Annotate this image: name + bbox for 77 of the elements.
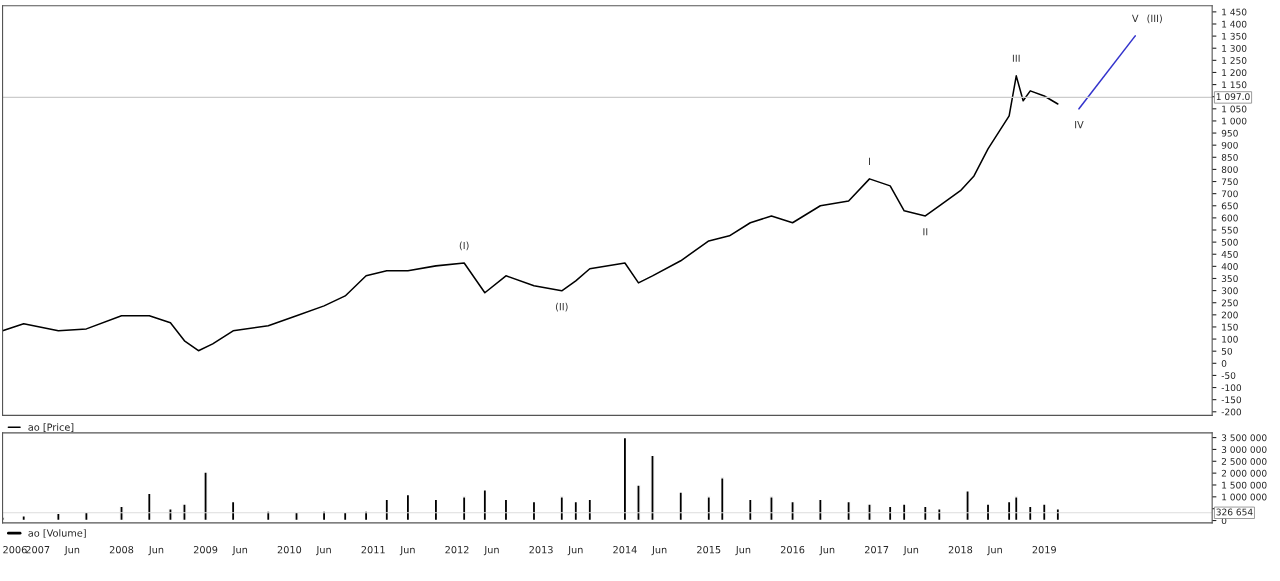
y-tick-label: 700 (1221, 190, 1238, 198)
y-tick-label: 450 (1221, 250, 1238, 258)
series-label: ао [Volume] (28, 529, 86, 538)
y-tick-label: 1 500 000 (1222, 481, 1267, 489)
y-tick-label: -100 (1221, 384, 1242, 392)
x-tick-label: Jun (567, 546, 583, 556)
x-tick-label: 2013 (529, 545, 553, 554)
x-tick-label: 2007 (26, 545, 50, 554)
x-tick-label: 2014 (613, 545, 637, 554)
y-tick-label: 0 (1221, 360, 1227, 367)
x-tick-label: 2019 (1032, 545, 1056, 554)
y-tick-label: 900 (1221, 141, 1238, 149)
legend-label: ао [Price] (28, 423, 74, 432)
y-tick-label: 50 (1221, 347, 1233, 355)
x-tick-label: 2015 (697, 545, 721, 554)
y-tick-label: 250 (1221, 299, 1238, 307)
x-tick-label: Jun (399, 546, 415, 556)
ref-line-label: 326 654 (1216, 508, 1253, 516)
y-tick-label: 600 (1221, 214, 1238, 222)
y-tick-label: 650 (1221, 202, 1238, 210)
annotation: III (1012, 54, 1020, 62)
x-tick-label: Jun (315, 546, 331, 556)
x-tick-label: 2016 (780, 545, 805, 554)
y-tick-label: 750 (1221, 178, 1238, 186)
y-tick-label: 350 (1221, 275, 1238, 283)
x-tick-label: 2012 (445, 545, 469, 554)
annotation: (III) (1147, 14, 1162, 24)
y-tick-label: 1 300 (1222, 44, 1247, 52)
x-tick-label: Jun (232, 546, 248, 556)
x-tick-label: Jun (735, 546, 751, 556)
y-tick-label: 1 200 (1222, 69, 1247, 77)
y-tick-label: 950 (1221, 129, 1238, 137)
annotation: (I) (459, 241, 469, 251)
x-tick-label: Jun (64, 546, 80, 556)
y-tick-label: 850 (1221, 154, 1238, 161)
x-tick-label: 2009 (193, 545, 218, 554)
y-tick-label: -150 (1221, 396, 1242, 404)
x-tick-label: 2008 (109, 545, 134, 554)
y-tick-label: -50 (1221, 372, 1236, 379)
y-tick-label: 1 150 (1222, 81, 1247, 89)
y-tick-label: 300 (1221, 287, 1238, 295)
annotation: (II) (555, 302, 568, 312)
y-tick-label: 1 350 (1222, 32, 1247, 40)
ref-line-label: 1 097.0 (1216, 93, 1250, 101)
y-tick-label: 1 450 (1222, 8, 1247, 16)
y-tick-label: 3 500 000 (1221, 434, 1267, 442)
y-tick-label: 500 (1221, 238, 1238, 246)
x-tick-label: Jun (819, 546, 835, 556)
x-tick-label: 2010 (277, 545, 302, 554)
annotation: II (923, 228, 928, 236)
y-tick-label: 1 400 (1222, 20, 1247, 28)
x-tick-label: Jun (483, 546, 499, 556)
x-tick-label: 2018 (948, 545, 973, 554)
x-tick-label: Jun (987, 546, 1002, 556)
y-tick-label: 550 (1221, 226, 1238, 234)
y-tick-label: 1 050 (1222, 105, 1247, 113)
x-tick-label: Jun (651, 546, 667, 556)
x-tick-label: 2017 (864, 545, 889, 554)
y-tick-label: 2 500 000 (1221, 458, 1267, 465)
y-tick-label: 1 000 000 (1222, 493, 1267, 501)
y-tick-label: 100 (1222, 335, 1238, 343)
x-tick-label: 2006 (3, 545, 27, 554)
x-tick-label: Jun (903, 546, 919, 556)
y-tick-label: -200 (1221, 408, 1242, 416)
y-tick-label: 1 000 (1222, 117, 1247, 125)
y-tick-label: 150 (1222, 323, 1238, 331)
y-tick-label: 200 (1221, 311, 1238, 319)
y-tick-label: 3 000 000 (1221, 446, 1267, 453)
y-tick-label: 1 250 (1222, 57, 1247, 64)
y-tick-label: 400 (1221, 263, 1238, 270)
annotation: IV (1075, 121, 1084, 129)
annotation: I (869, 157, 870, 165)
x-tick-label: Jun (148, 546, 164, 556)
y-tick-label: 800 (1221, 166, 1238, 173)
x-tick-label: 2011 (361, 545, 385, 554)
annotation: V (1131, 14, 1139, 22)
y-tick-label: 2 000 000 (1221, 469, 1267, 477)
